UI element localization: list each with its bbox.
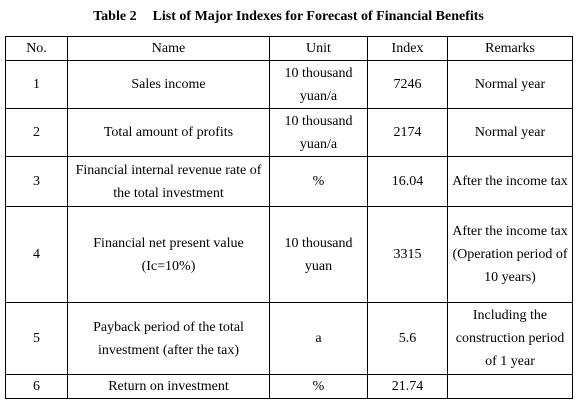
cell-index: 7246 — [367, 60, 448, 109]
cell-index: 2174 — [367, 108, 448, 157]
table-row: 2 Total amount of profits 10 thousand yu… — [5, 108, 573, 157]
table-title: List of Major Indexes for Forecast of Fi… — [152, 9, 484, 24]
header-no: No. — [5, 36, 68, 61]
header-unit: Unit — [269, 36, 368, 61]
header-index: Index — [367, 36, 448, 61]
cell-unit: 10 thousand yuan/a — [269, 60, 368, 109]
cell-remarks — [447, 374, 573, 399]
cell-name: Sales income — [67, 60, 270, 109]
cell-index: 16.04 — [367, 156, 448, 207]
cell-unit: a — [269, 302, 368, 375]
table-row: 5 Payback period of the total investment… — [5, 302, 573, 375]
cell-name: Financial internal revenue rate of the t… — [67, 156, 270, 207]
cell-index: 5.6 — [367, 302, 448, 375]
cell-no: 4 — [5, 206, 68, 303]
cell-remarks: Including the construction period of 1 y… — [447, 302, 573, 375]
cell-remarks: After the income tax — [447, 156, 573, 207]
header-name: Name — [67, 36, 270, 61]
cell-unit: 10 thousand yuan — [269, 206, 368, 303]
cell-name: Return on investment — [67, 374, 270, 399]
cell-name: Payback period of the total investment (… — [67, 302, 270, 375]
cell-index: 3315 — [367, 206, 448, 303]
table-row: 6 Return on investment % 21.74 — [5, 374, 573, 399]
cell-index: 21.74 — [367, 374, 448, 399]
table-label: Table 2 — [93, 9, 137, 24]
cell-name: Total amount of profits — [67, 108, 270, 157]
table-row: 4 Financial net present value (Ic=10%) 1… — [5, 206, 573, 303]
cell-unit: % — [269, 374, 368, 399]
cell-no: 6 — [5, 374, 68, 399]
financial-benefits-table: No. Name Unit Index Remarks 1 Sales inco… — [5, 36, 573, 399]
cell-no: 5 — [5, 302, 68, 375]
cell-remarks: After the income tax (Operation period o… — [447, 206, 573, 303]
cell-unit: 10 thousand yuan/a — [269, 108, 368, 157]
table-row: 1 Sales income 10 thousand yuan/a 7246 N… — [5, 60, 573, 109]
cell-no: 2 — [5, 108, 68, 157]
cell-no: 3 — [5, 156, 68, 207]
cell-unit: % — [269, 156, 368, 207]
cell-name: Financial net present value (Ic=10%) — [67, 206, 270, 303]
cell-no: 1 — [5, 60, 68, 109]
table-caption: Table 2 List of Major Indexes for Forecas… — [0, 8, 577, 26]
cell-remarks: Normal year — [447, 108, 573, 157]
header-remarks: Remarks — [447, 36, 573, 61]
header-row: No. Name Unit Index Remarks — [5, 36, 573, 61]
table-row: 3 Financial internal revenue rate of the… — [5, 156, 573, 207]
cell-remarks: Normal year — [447, 60, 573, 109]
